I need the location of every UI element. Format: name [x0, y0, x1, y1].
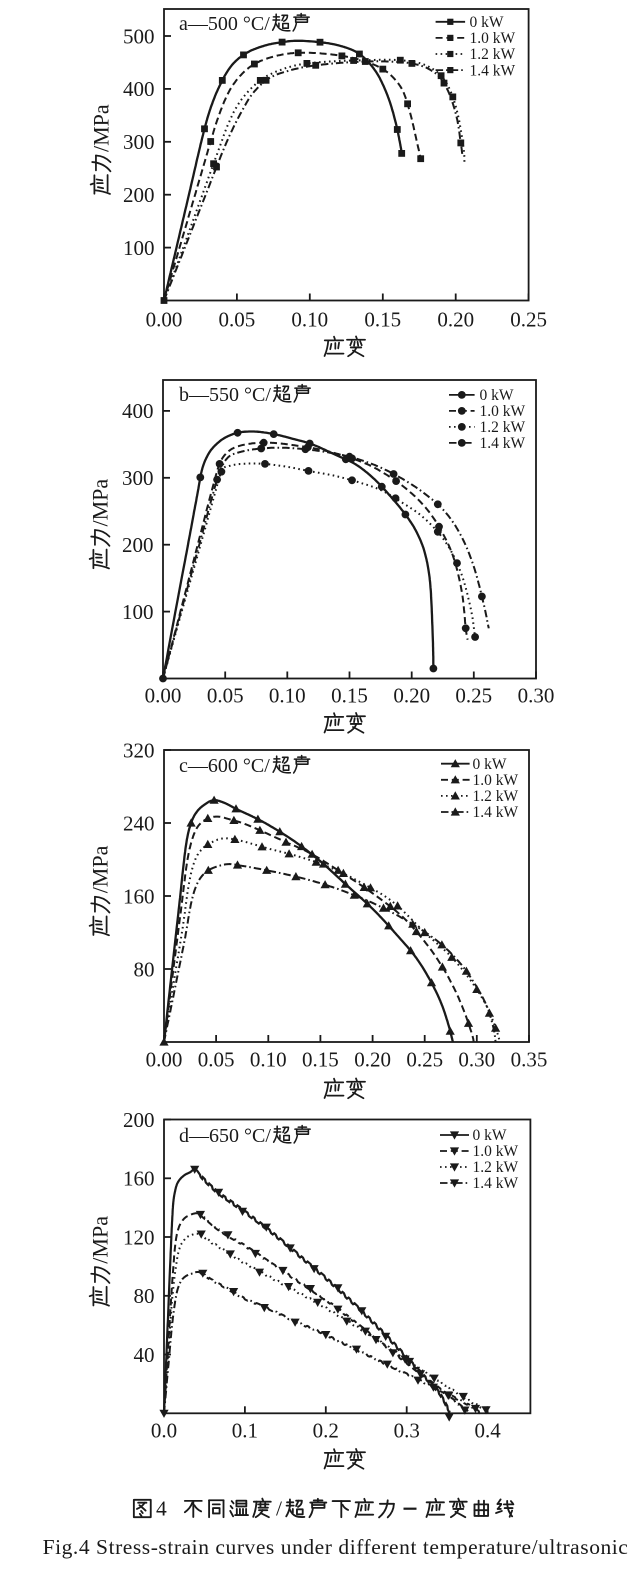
svg-text:0.30: 0.30 [518, 684, 555, 708]
svg-text:0.25: 0.25 [455, 684, 492, 708]
svg-text:0.20: 0.20 [393, 684, 430, 708]
svg-text:500: 500 [123, 24, 155, 48]
svg-text:1.0 kW: 1.0 kW [473, 1143, 519, 1160]
svg-text:/MPa: /MPa [88, 845, 113, 893]
svg-text:/MPa: /MPa [88, 1216, 113, 1264]
svg-text:Fig.4 Stress-strain curves un: Fig.4 Stress-strain curves under differe… [43, 1535, 629, 1559]
svg-text:1.2 kW: 1.2 kW [473, 788, 519, 805]
svg-text:0.00: 0.00 [145, 684, 182, 708]
svg-text:120: 120 [123, 1225, 155, 1249]
svg-text:1.0 kW: 1.0 kW [473, 772, 519, 789]
svg-text:200: 200 [123, 183, 155, 207]
svg-text:0.2: 0.2 [313, 1419, 339, 1443]
svg-text:0.05: 0.05 [207, 684, 244, 708]
svg-text:200: 200 [123, 1108, 155, 1132]
svg-text:0.4: 0.4 [474, 1419, 501, 1443]
svg-text:a—500 °C/: a—500 °C/ [179, 13, 270, 35]
svg-text:/MPa: /MPa [89, 104, 114, 152]
svg-text:d—650 °C/: d—650 °C/ [179, 1125, 271, 1147]
svg-text:0 kW: 0 kW [480, 387, 514, 404]
svg-text:0.30: 0.30 [458, 1048, 495, 1072]
svg-text:0.25: 0.25 [406, 1048, 443, 1072]
svg-text:1.4 kW: 1.4 kW [473, 1175, 519, 1192]
svg-text:0 kW: 0 kW [470, 14, 504, 31]
svg-text:320: 320 [123, 738, 155, 762]
svg-text:1.0 kW: 1.0 kW [480, 403, 526, 420]
svg-text:0.15: 0.15 [364, 308, 401, 332]
svg-text:0.10: 0.10 [291, 308, 328, 332]
svg-text:160: 160 [123, 1167, 155, 1191]
svg-text:0.25: 0.25 [510, 308, 547, 332]
svg-text:1.4 kW: 1.4 kW [470, 62, 516, 79]
svg-text:100: 100 [123, 236, 155, 260]
svg-text:c—600 °C/: c—600 °C/ [179, 755, 270, 777]
svg-text:/: / [276, 1497, 282, 1521]
svg-text:80: 80 [134, 957, 155, 981]
svg-text:0.10: 0.10 [250, 1048, 287, 1072]
svg-text:0.35: 0.35 [511, 1048, 548, 1072]
svg-text:0 kW: 0 kW [473, 756, 507, 773]
svg-text:0.20: 0.20 [354, 1048, 391, 1072]
svg-text:0.00: 0.00 [146, 308, 183, 332]
svg-text:1.2 kW: 1.2 kW [473, 1159, 519, 1176]
svg-text:0 kW: 0 kW [473, 1127, 507, 1144]
svg-text:40: 40 [134, 1343, 155, 1367]
svg-text:400: 400 [123, 77, 155, 101]
svg-text:0.10: 0.10 [269, 684, 306, 708]
svg-text:0.05: 0.05 [219, 308, 256, 332]
svg-text:80: 80 [134, 1284, 155, 1308]
svg-text:0.1: 0.1 [232, 1419, 258, 1443]
svg-text:0.15: 0.15 [331, 684, 368, 708]
svg-text:1.2 kW: 1.2 kW [470, 46, 516, 63]
svg-text:300: 300 [123, 130, 155, 154]
svg-text:240: 240 [123, 811, 155, 835]
svg-text:300: 300 [122, 466, 154, 490]
svg-text:100: 100 [122, 600, 154, 624]
svg-text:0.20: 0.20 [437, 308, 474, 332]
svg-text:200: 200 [122, 533, 154, 557]
svg-text:0.05: 0.05 [198, 1048, 235, 1072]
svg-text:0.0: 0.0 [151, 1419, 177, 1443]
svg-text:1.0 kW: 1.0 kW [470, 30, 516, 47]
svg-text:0.3: 0.3 [394, 1419, 420, 1443]
svg-text:1.4 kW: 1.4 kW [473, 804, 519, 821]
svg-text:400: 400 [122, 399, 154, 423]
svg-text:b—550 °C/: b—550 °C/ [179, 384, 271, 406]
svg-text:160: 160 [123, 884, 155, 908]
svg-text:1.4 kW: 1.4 kW [480, 435, 526, 452]
svg-text:0.15: 0.15 [302, 1048, 339, 1072]
svg-text:0.00: 0.00 [146, 1048, 183, 1072]
svg-text:4: 4 [156, 1497, 167, 1521]
svg-text:1.2 kW: 1.2 kW [480, 419, 526, 436]
svg-text:/MPa: /MPa [88, 479, 113, 527]
